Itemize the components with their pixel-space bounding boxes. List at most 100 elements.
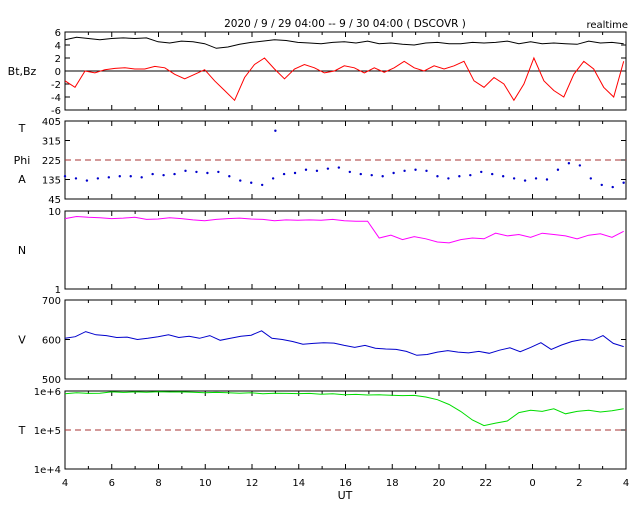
x-tick-label: 6	[109, 478, 115, 489]
y-tick-label: 2	[55, 54, 61, 65]
data-point	[425, 169, 428, 173]
data-point	[545, 178, 549, 181]
y-tick-label: 135	[42, 176, 61, 187]
data-point	[140, 176, 143, 179]
data-point	[162, 173, 165, 177]
data-point	[403, 169, 406, 173]
data-point	[381, 175, 384, 178]
x-tick-label: 22	[479, 478, 492, 489]
data-point	[315, 169, 319, 173]
x-tick-label: 10	[199, 478, 212, 489]
data-point	[491, 172, 494, 176]
data-point	[129, 175, 132, 178]
x-tick-label: 8	[155, 478, 161, 489]
data-point	[469, 173, 472, 177]
data-point	[326, 167, 330, 170]
panel-frame	[64, 210, 627, 290]
realtime-badge: realtime	[586, 20, 628, 31]
data-point	[447, 177, 450, 180]
data-point	[304, 168, 308, 171]
y-axis-label: A	[18, 173, 26, 186]
y-axis-label: Phi	[14, 154, 31, 167]
data-point	[85, 179, 89, 182]
data-point	[523, 179, 527, 182]
data-point	[271, 177, 275, 180]
data-point	[348, 170, 352, 174]
data-point	[501, 175, 505, 178]
series-line	[64, 56, 625, 102]
data-point	[96, 177, 100, 180]
panels-group: 4 6 8 10 12 14 16 18 20 22 0 2 46420-2-4-6Bt,Bz40531…	[8, 28, 630, 489]
y-tick-label: 4	[55, 41, 61, 52]
data-point	[589, 177, 592, 180]
data-point	[107, 176, 111, 179]
x-tick-label: 2	[576, 478, 582, 489]
y-tick-label: -2	[51, 80, 61, 91]
data-point	[151, 172, 154, 176]
x-axis-label: UT	[338, 489, 353, 502]
y-axis-label: T	[18, 122, 26, 135]
data-point	[118, 175, 121, 178]
series-line	[64, 391, 624, 427]
data-point	[392, 171, 395, 175]
data-point	[611, 185, 614, 189]
y-tick-label: 10	[48, 207, 61, 218]
x-tick-label: 20	[433, 478, 446, 489]
data-point	[370, 173, 373, 177]
x-tick-label: 18	[386, 478, 399, 489]
y-tick-label: 1e+4	[34, 465, 61, 476]
data-point	[458, 175, 461, 178]
y-axis-label: V	[18, 334, 26, 347]
y-tick-label: 1	[55, 285, 61, 296]
y-axis-label: N	[18, 244, 26, 257]
series-line	[64, 36, 624, 49]
data-point	[359, 172, 362, 176]
series-line	[64, 330, 624, 356]
data-point	[436, 175, 439, 178]
y-tick-label: -4	[51, 93, 61, 104]
y-axis-label: T	[18, 424, 26, 437]
y-tick-label: 1e+5	[34, 426, 61, 437]
data-point	[600, 183, 603, 187]
y-tick-label: 700	[42, 296, 61, 307]
data-point	[578, 164, 582, 167]
data-point	[282, 172, 286, 176]
y-tick-label: 500	[42, 375, 61, 386]
data-point	[260, 183, 264, 187]
y-tick-label: 1e+6	[34, 387, 61, 398]
x-tick-label: 4	[623, 478, 629, 489]
y-tick-label: 0	[55, 67, 61, 78]
y-tick-label: -6	[51, 106, 61, 117]
data-point	[480, 170, 483, 174]
series-line	[64, 215, 624, 244]
data-point	[512, 177, 516, 180]
data-point	[206, 171, 209, 175]
y-tick-label: 600	[42, 336, 61, 347]
data-point	[622, 181, 625, 184]
data-point	[274, 129, 277, 132]
y-axis-label: Bt,Bz	[8, 65, 37, 78]
panel-frame	[64, 299, 627, 380]
x-tick-label: 12	[246, 478, 259, 489]
data-point	[293, 171, 297, 175]
chart-title: 2020 / 9 / 29 04:00 -- 9 / 30 04:00 ( DS…	[224, 18, 466, 30]
data-point	[63, 175, 67, 178]
y-tick-label: 405	[42, 117, 61, 128]
data-point	[534, 177, 538, 180]
x-tick-label: 0	[529, 478, 535, 489]
x-tick-label: 4	[62, 478, 68, 489]
data-point	[173, 172, 176, 176]
data-point	[184, 169, 187, 173]
data-point	[556, 168, 560, 171]
data-point	[195, 170, 198, 174]
data-point	[567, 162, 571, 165]
data-point	[228, 175, 231, 178]
y-tick-label: 6	[55, 28, 61, 39]
x-tick-label: 16	[339, 478, 352, 489]
data-point	[250, 181, 253, 184]
y-tick-label: 315	[42, 137, 61, 148]
data-point	[74, 177, 78, 180]
x-tick-label: 14	[292, 478, 305, 489]
y-tick-label: 45	[48, 195, 61, 206]
